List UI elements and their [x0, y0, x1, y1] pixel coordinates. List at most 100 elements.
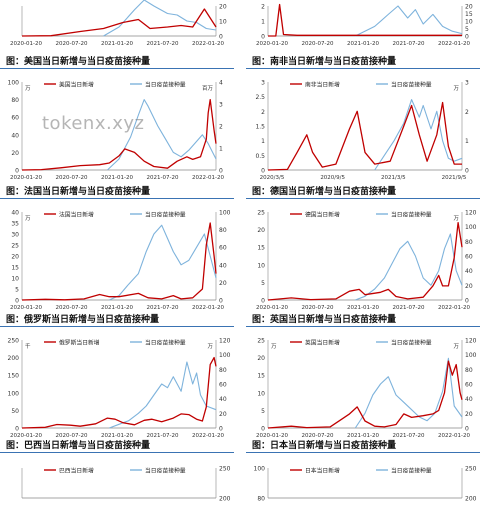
x-tick-label: 2022-01-20: [192, 175, 224, 181]
figure-caption: 图：德国当日新增与当日疫苗接种量: [252, 187, 397, 197]
left-tick-label: 0: [261, 298, 265, 305]
chart-svg: 100 80 250 200 日本当日新增 当日疫苗接种量: [254, 466, 477, 503]
left-tick-label: 0: [15, 298, 19, 305]
legend-label: 德国当日新增: [305, 210, 340, 218]
legend-label: 英国当日新增: [305, 338, 340, 346]
x-tick-label: 2021/3/5: [381, 175, 406, 181]
right-tick-label: 80: [465, 239, 473, 246]
x-tick-label: 2021-07-20: [147, 433, 179, 439]
right-tick-label: 20: [465, 4, 473, 11]
right-tick-label: 250: [219, 466, 231, 473]
left-tick-label: 0: [261, 34, 265, 41]
left-tick-label: 35: [11, 221, 19, 228]
x-tick-label: 2020-01-20: [256, 41, 288, 47]
left-tick-label: 0.5: [255, 153, 265, 160]
right-tick-label: 15: [465, 11, 473, 18]
series-line-vaccinations: [354, 357, 463, 429]
x-tick-label: 2020/3/5: [260, 175, 285, 181]
series-line-vaccinations: [103, 0, 217, 37]
right-tick-label: 0: [465, 298, 469, 305]
series-line-vaccinations: [355, 5, 463, 37]
x-tick-label: 2020/9/5: [320, 175, 345, 181]
x-tick-label: 2021-07-20: [393, 41, 425, 47]
right-tick-label: 0: [465, 426, 469, 433]
left-tick-label: 0: [15, 426, 19, 433]
right-tick-label: 10: [219, 19, 227, 26]
caption-rule: [0, 326, 234, 327]
left-tick-label: 1.5: [255, 124, 265, 131]
legend-label: 俄罗斯当日新增: [59, 338, 100, 346]
series-line-vaccinations: [374, 99, 463, 171]
caption-rule: [246, 326, 480, 327]
x-tick-label: 2021-01-20: [101, 433, 133, 439]
x-tick-label: 2022-01-20: [192, 41, 224, 47]
figure-caption: 图：巴西当日新增与当日疫苗接种量: [6, 441, 151, 451]
left-tick-label: 5: [261, 408, 265, 415]
x-tick-label: 2020-01-20: [256, 433, 288, 439]
right-tick-label: 40: [465, 268, 473, 275]
left-tick-label: 40: [11, 132, 19, 139]
legend-label: 当日疫苗接种量: [145, 466, 186, 474]
x-tick-label: 2021-07-20: [393, 433, 425, 439]
chart-svg: 20 10 0 2020-01-20 2020-07-20 2021-01-20 2021-…: [10, 0, 227, 47]
left-unit-label: 万: [25, 85, 31, 92]
left-tick-label: 80: [11, 97, 19, 104]
right-tick-label: 60: [219, 382, 227, 389]
caption-rule: [0, 68, 234, 69]
chart-svg: 25 20 15 10 5 0 120 100 80 60 40 20 0 万 万 2020-01-20 202…: [256, 338, 477, 440]
x-tick-label: 2020-07-20: [56, 41, 88, 47]
left-tick-label: 40: [11, 210, 19, 217]
x-tick-label: 2021-01-20: [347, 433, 379, 439]
series-line-cases: [267, 101, 462, 171]
left-tick-label: 20: [257, 227, 265, 234]
left-tick-label: 25: [257, 338, 265, 345]
left-tick-label: 15: [11, 265, 19, 272]
legend-label: 日本当日新增: [305, 466, 340, 474]
right-tick-label: 5: [465, 26, 469, 33]
right-tick-label: 40: [219, 396, 227, 403]
right-tick-label: 1: [219, 146, 223, 153]
figure-caption: 图：法国当日新增与当日疫苗接种量: [6, 187, 151, 197]
right-tick-label: 20: [219, 4, 227, 11]
x-tick-label: 2020-07-20: [56, 305, 88, 311]
chart-svg: 100 80 60 40 20 0 4 3 2 1 0 万 百万 2020-01-20 2020-07-20…: [8, 80, 225, 182]
left-tick-label: 50: [11, 408, 19, 415]
left-tick-label: 20: [257, 355, 265, 362]
legend-label: 当日疫苗接种量: [145, 80, 186, 88]
left-tick-label: 150: [8, 373, 20, 380]
right-tick-label: 120: [465, 210, 477, 217]
right-tick-label: 100: [219, 352, 231, 359]
chart-panel: 40 35 30 25 20 15 10 5 0 100 80 60 40 20 0 万 2020-01-20 2…: [0, 198, 234, 316]
x-tick-label: 2021-01-20: [101, 305, 133, 311]
x-tick-label: 2020-07-20: [302, 41, 334, 47]
right-tick-label: 0: [219, 426, 223, 433]
right-tick-label: 20: [465, 411, 473, 418]
left-tick-label: 100: [8, 390, 20, 397]
chart-panel: 250 200 150 100 50 0 120 100 80 60 40 20 0 千万 2020-01-…: [0, 326, 234, 444]
left-tick-label: 60: [11, 115, 19, 122]
series-line-cases: [21, 222, 217, 301]
chart-panel: 2 1 0 20 15 10 5 0 2020-01-20 2020-07-20 2021-01-2…: [246, 0, 480, 52]
legend-label: 当日疫苗接种量: [391, 338, 432, 346]
chart-panel: 25 20 15 10 5 0 120 100 80 60 40 20 0 万 2020-01-20 2020…: [246, 198, 480, 316]
x-tick-label: 2020-01-20: [10, 305, 42, 311]
left-unit-label: 万: [271, 343, 277, 350]
series-line-cases: [21, 356, 217, 429]
chart-svg: 40 35 30 25 20 15 10 5 0 100 80 60 40 20 0 万 2020-01-20 2…: [10, 210, 231, 312]
right-tick-label: 100: [219, 210, 231, 217]
chart-panel: 25 20 15 10 5 0 120 100 80 60 40 20 0 万 万 2020-01-20 202…: [246, 326, 480, 444]
right-tick-label: 2: [219, 124, 223, 131]
right-tick-label: 20: [465, 283, 473, 290]
right-tick-label: 60: [465, 382, 473, 389]
right-tick-label: 60: [219, 245, 227, 252]
x-tick-label: 2020-07-20: [56, 175, 88, 181]
x-tick-label: 2020-07-20: [56, 433, 88, 439]
left-tick-label: 0: [15, 168, 19, 175]
left-tick-label: 5: [261, 280, 265, 287]
chart-panel: 100 80 60 40 20 0 4 3 2 1 0 万 百万 2020-01-20 2020-07-20…: [0, 68, 234, 186]
right-tick-label: 20: [219, 411, 227, 418]
legend-label: 法国当日新增: [59, 210, 94, 218]
left-tick-label: 2: [261, 109, 265, 116]
